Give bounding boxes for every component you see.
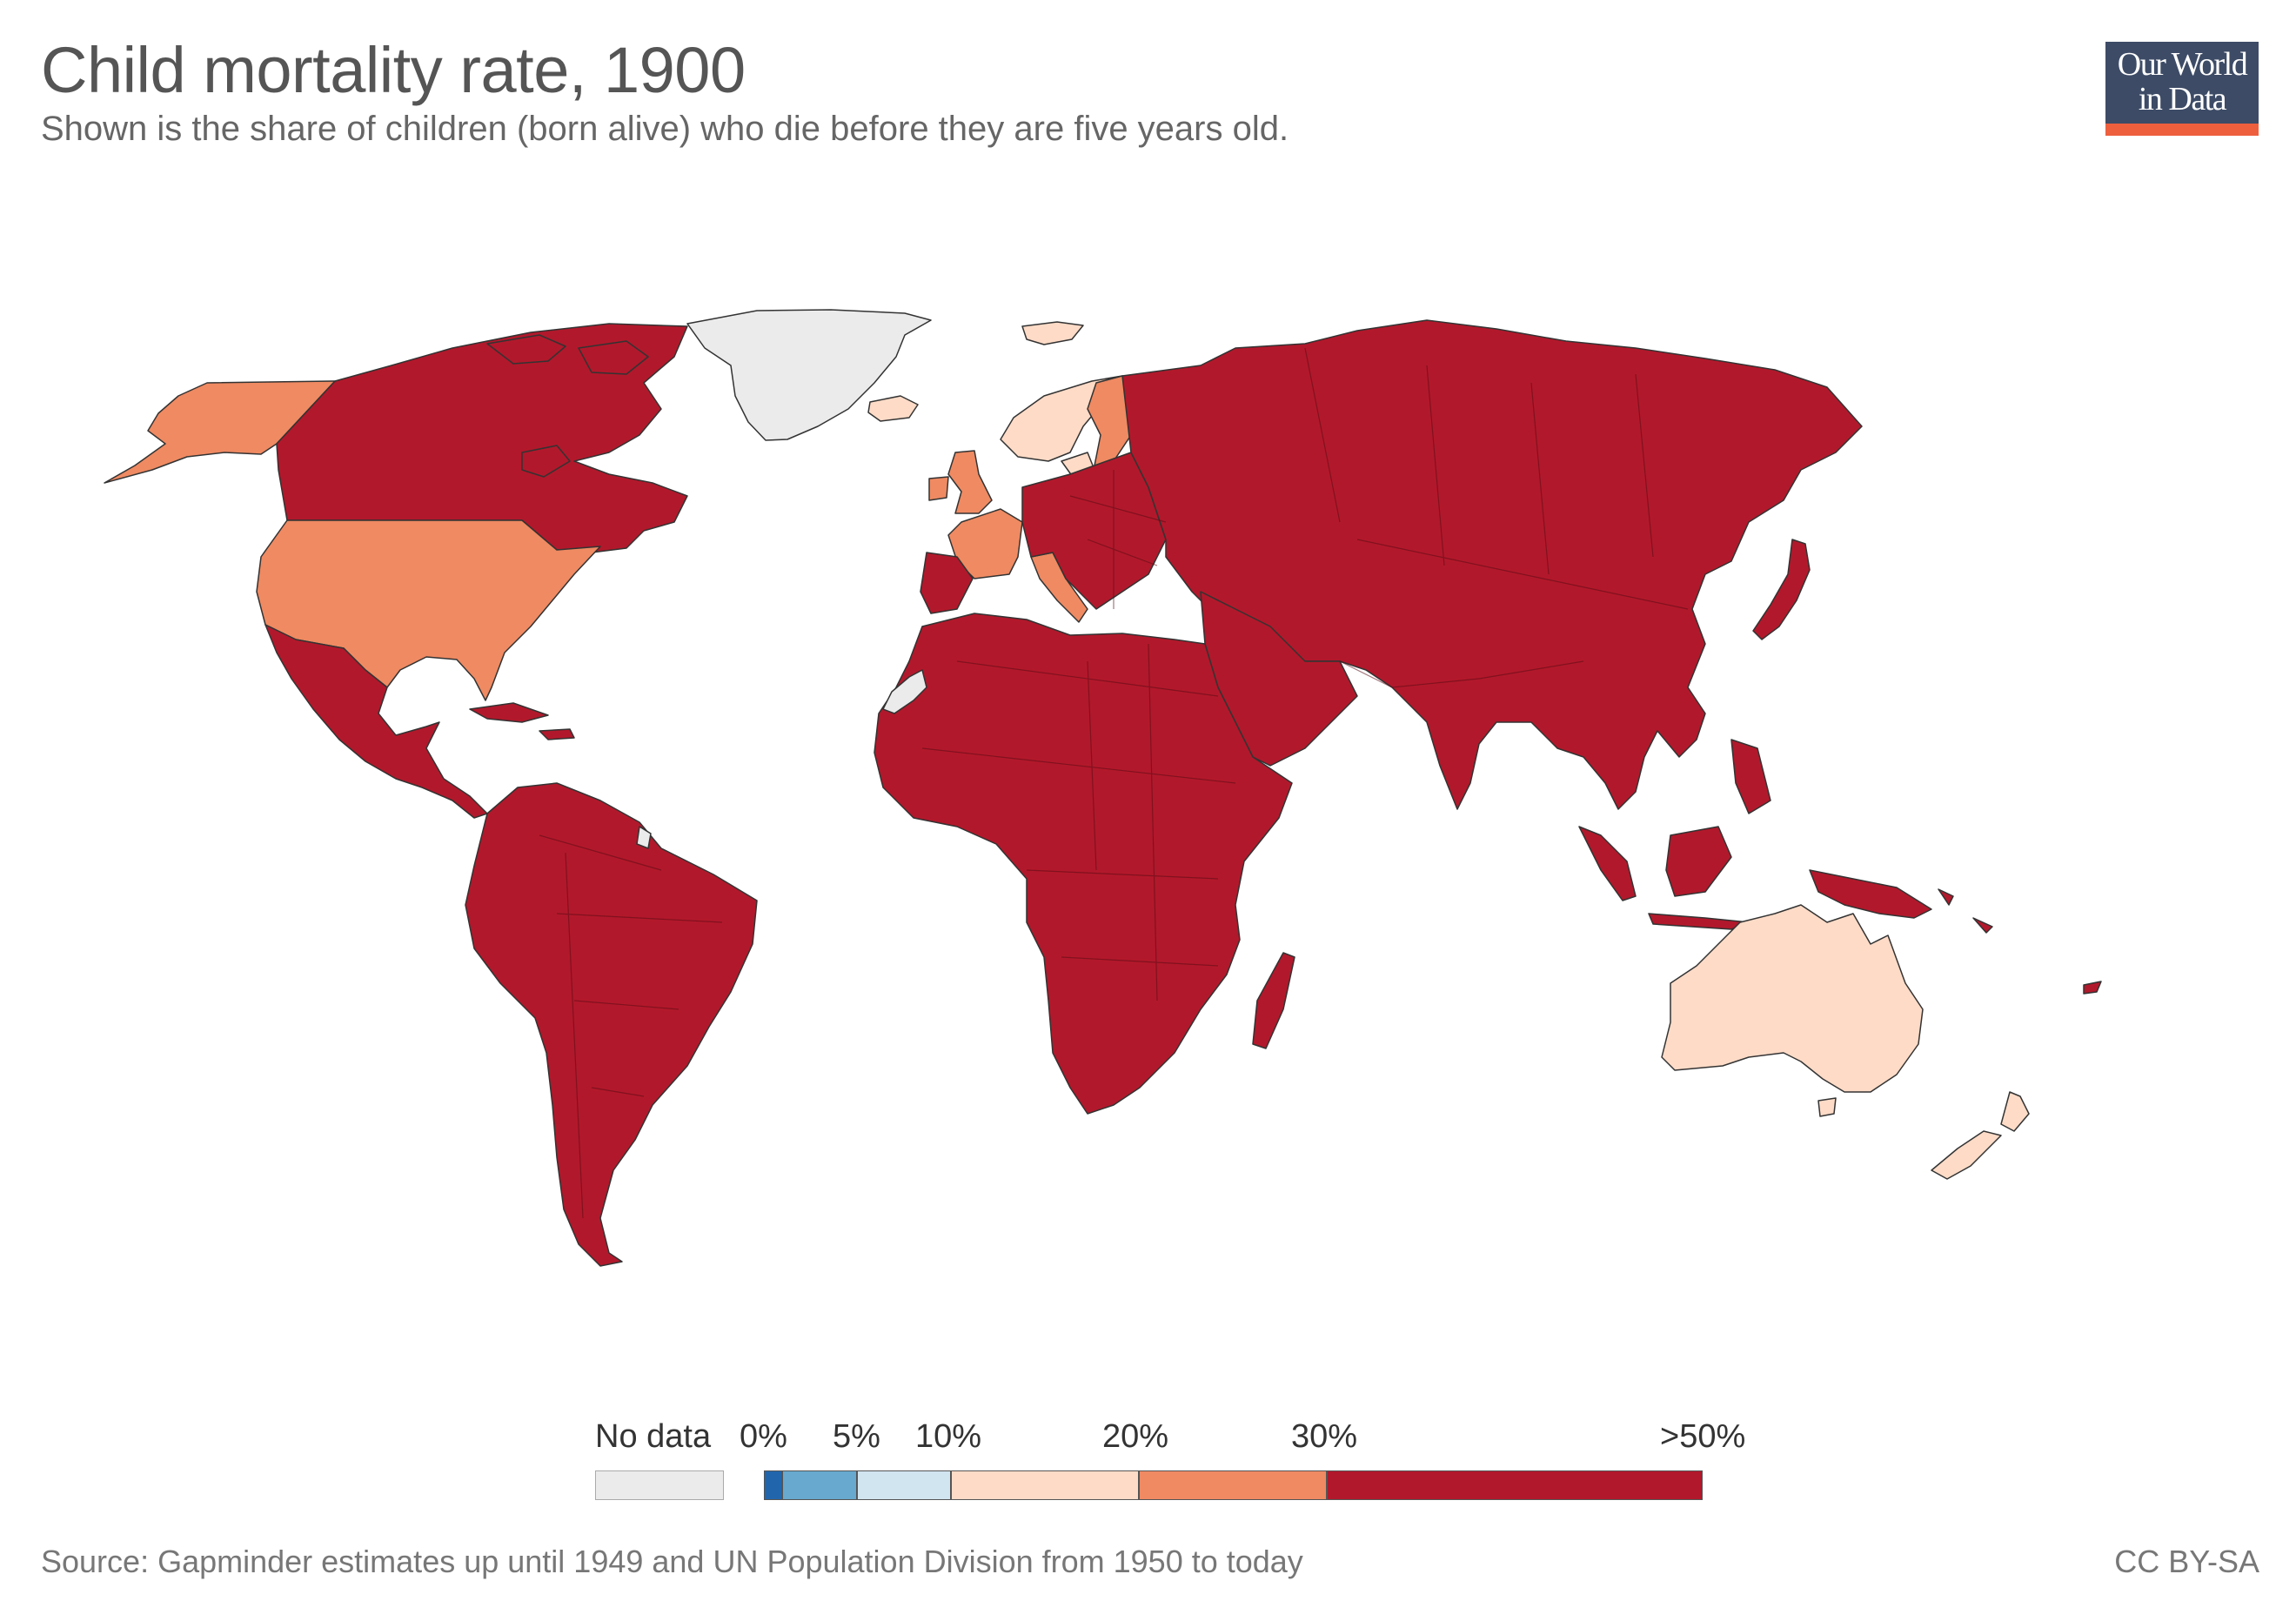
region-south-america[interactable] <box>465 782 758 1267</box>
world-map <box>104 309 2102 1267</box>
license-link[interactable]: CC BY-SA <box>2114 1544 2259 1579</box>
region-madagascar[interactable] <box>1252 952 1295 1049</box>
legend-bin-4[interactable] <box>1139 1470 1327 1500</box>
logo-line-1: Our World <box>2117 46 2248 83</box>
legend-bin-3[interactable] <box>951 1470 1139 1500</box>
legend-tick-label-0: 0% <box>740 1418 787 1455</box>
region-united-kingdom[interactable] <box>928 450 993 514</box>
legend-no-data-swatch[interactable] <box>595 1470 724 1500</box>
legend-tick-label-4: 30% <box>1291 1418 1358 1455</box>
region-africa[interactable] <box>874 613 1293 1115</box>
owid-logo[interactable]: Our World in Data <box>2105 42 2259 136</box>
legend-tick-label-5: >50% <box>1660 1418 1746 1455</box>
region-alaska[interactable] <box>104 380 336 484</box>
legend-tick-label-3: 20% <box>1102 1418 1169 1455</box>
region-tasmania[interactable] <box>1817 1097 1837 1117</box>
region-europe[interactable] <box>1021 452 1167 610</box>
region-iceland[interactable] <box>867 395 919 422</box>
region-pacific-islands[interactable] <box>1938 888 2102 995</box>
region-western-sahara[interactable] <box>882 669 927 714</box>
legend-no-data-label: No data <box>595 1418 712 1455</box>
legend-bin-1[interactable] <box>782 1470 857 1500</box>
region-canada-islands[interactable] <box>486 334 649 478</box>
legend-bin-5[interactable] <box>1327 1470 1703 1500</box>
legend-tick-label-2: 10% <box>915 1418 982 1455</box>
region-iberia[interactable] <box>920 552 974 614</box>
logo-line-2: in Data <box>2138 81 2227 117</box>
page-subtitle: Shown is the share of children (born ali… <box>41 110 1289 148</box>
region-mexico-central-america[interactable] <box>264 624 488 819</box>
region-caribbean[interactable] <box>469 702 575 740</box>
page-title: Child mortality rate, 1900 <box>41 34 746 106</box>
region-new-zealand[interactable] <box>1931 1091 2030 1180</box>
region-japan[interactable] <box>1752 539 1811 640</box>
region-france[interactable] <box>947 508 1023 579</box>
logo-accent-bar <box>2105 124 2259 136</box>
region-greenland[interactable] <box>686 309 932 441</box>
region-australia[interactable] <box>1661 904 1924 1093</box>
region-southeast-asia-islands[interactable] <box>1578 739 1771 930</box>
region-french-guiana[interactable] <box>636 826 652 849</box>
legend-bin-0[interactable] <box>764 1470 782 1500</box>
region-svalbard[interactable] <box>1021 321 1084 345</box>
legend-bin-2[interactable] <box>857 1470 951 1500</box>
color-legend: No data 0% 5% 10% 20% 30% >50% <box>0 1410 2296 1514</box>
legend-tick-label-1: 5% <box>833 1418 880 1455</box>
region-new-guinea[interactable] <box>1809 869 1932 919</box>
source-note: Source: Gapminder estimates up until 194… <box>41 1544 1303 1579</box>
